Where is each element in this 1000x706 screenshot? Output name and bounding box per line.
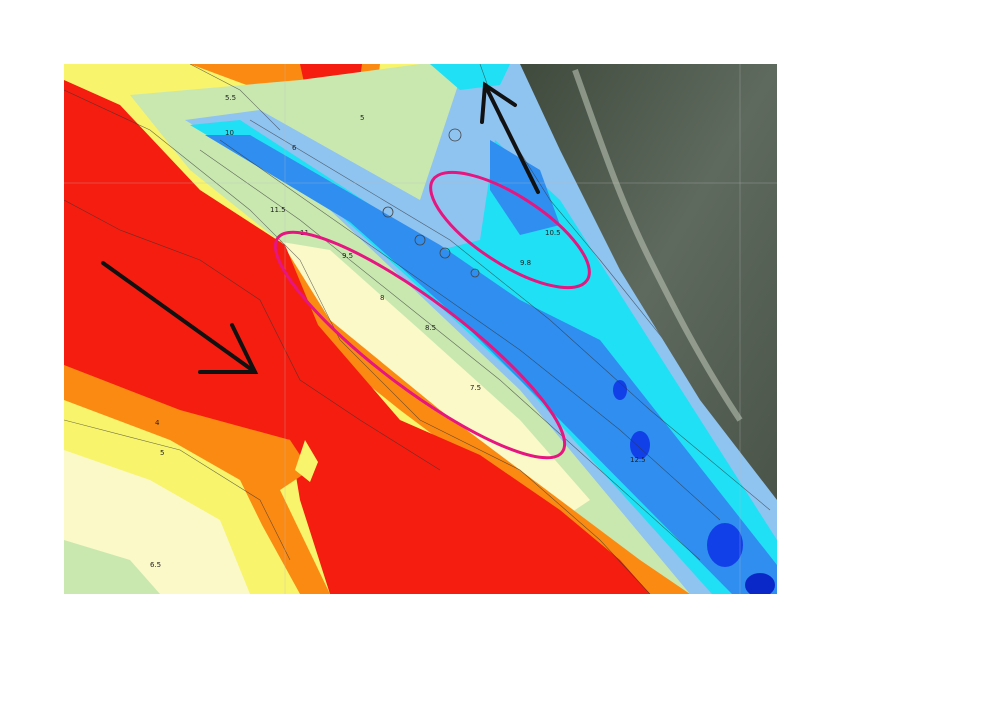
- deep-hole: [630, 431, 650, 459]
- contour-label: 11.5: [270, 206, 286, 214]
- contour-label: 9.5: [342, 252, 353, 260]
- contour-label: 6: [292, 144, 297, 152]
- highlight-ellipse-small: [429, 170, 591, 290]
- contour-label: 5.5: [225, 94, 236, 102]
- contour-label: 10: [225, 129, 234, 137]
- bottom-left-green: [64, 540, 160, 594]
- deep-hole: [745, 573, 775, 594]
- highlight-ellipse-large: [273, 230, 567, 460]
- arrow-south-east-icon: [101, 261, 259, 374]
- contour-label: 4: [155, 419, 160, 427]
- contour-label: 12.5: [630, 456, 646, 464]
- blue-band: [205, 135, 777, 594]
- contour-label: 8: [380, 294, 384, 302]
- contour-label: 5: [360, 114, 364, 122]
- annotations: [101, 81, 591, 460]
- contour-label: 6.5: [150, 561, 161, 569]
- deep-hole: [707, 523, 743, 567]
- satellite-coast-image: [520, 64, 777, 500]
- contour-label: 5: [160, 449, 164, 457]
- satellite-beach-streak: [572, 68, 743, 422]
- deep-hole: [613, 380, 627, 400]
- map-layers: 5.5 6 5 10 11.5 11 9.5 8 10.5 9.8 6.5 4 …: [64, 64, 777, 594]
- contour-label: 7.5: [470, 384, 481, 392]
- contour-label: 8.5: [425, 324, 436, 332]
- yellow-notch: [295, 440, 318, 482]
- contour-label: 10.5: [545, 229, 561, 237]
- top-cyan-patch: [430, 64, 510, 90]
- arrow-north-west-icon: [480, 81, 540, 194]
- survey-points: [382, 128, 480, 278]
- red-shallow-area: [64, 80, 650, 594]
- contour-label: 9.8: [520, 259, 531, 267]
